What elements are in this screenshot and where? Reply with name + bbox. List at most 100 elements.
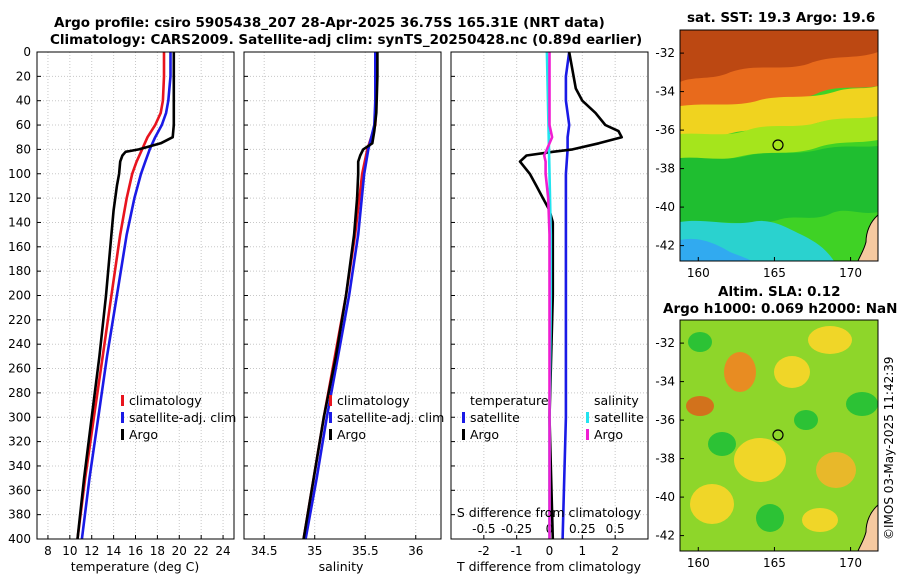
map-y-tick-label: -40 — [655, 490, 675, 504]
depth-tick-label: 20 — [16, 69, 31, 83]
depth-tick-label: 240 — [8, 337, 31, 351]
legend-sal-satellite-label: satellite-adj. clim — [337, 410, 444, 425]
depth-tick-label: 280 — [8, 386, 31, 400]
sla-anomaly-blob — [708, 432, 736, 456]
difference-panel-frame — [450, 51, 649, 540]
sla-anomaly-blob — [690, 484, 734, 524]
legend-s-satellite-label: satellite — [594, 410, 644, 425]
x-tick-label: 34.5 — [251, 544, 278, 558]
x-tick-label: 22 — [194, 544, 209, 558]
depth-tick-labels: 0 20 40 60 80 100 120 140 160 180 200 220 240 260 280 3… — [8, 45, 31, 546]
map-x-tick-label: 170 — [839, 556, 862, 570]
map-x-tick-label: 160 — [687, 556, 710, 570]
sla-map-frame — [679, 319, 879, 552]
sst-yellow-band — [680, 86, 878, 138]
x-tick-label: 8 — [44, 544, 52, 558]
sst-map-tick-labels: 160 165 170 -32 -34 -36 -38 -40 -42 — [655, 46, 862, 280]
x-tick-label: 20 — [172, 544, 187, 558]
sla-anomaly-blob — [846, 392, 878, 416]
difference-lines — [518, 51, 624, 540]
legend-sal-climatology-label: climatology — [337, 393, 410, 408]
sst-map-frame — [679, 29, 879, 262]
series-line-salinity-argo — [542, 52, 554, 539]
difference-tick-labels: -2 -1 0 1 2 — [478, 544, 619, 558]
x-tick-label: 2 — [611, 544, 619, 558]
x-tick-label: 35.5 — [352, 544, 379, 558]
sst-coldest-band — [680, 238, 752, 261]
x-tick-label: 18 — [150, 544, 165, 558]
sst-field — [680, 30, 878, 261]
sla-map-title-line1: Altim. SLA: 0.12 — [718, 284, 841, 300]
depth-tick-label: 320 — [8, 435, 31, 449]
map-y-tick-label: -36 — [655, 413, 675, 427]
map-y-tick-label: -34 — [655, 85, 675, 99]
temperature-legend: climatology satellite-adj. clim Argo — [121, 393, 236, 442]
temperature-axis-label: temperature (deg C) — [71, 559, 200, 574]
salinity-grid — [244, 51, 441, 540]
map-y-tick-label: -32 — [655, 336, 675, 350]
depth-tick-label: 180 — [8, 264, 31, 278]
series-line-argo — [76, 52, 176, 540]
map-y-tick-label: -40 — [655, 200, 675, 214]
map-y-tick-label: -42 — [655, 529, 675, 543]
main-title-line2: Climatology: CARS2009. Satellite-adj cli… — [50, 32, 643, 48]
sla-anomaly-blob — [686, 396, 714, 416]
difference-legend-salinity: salinity satellite Argo — [586, 393, 644, 442]
depth-tick-label: 120 — [8, 191, 31, 205]
legend-s-satellite-swatch — [586, 412, 589, 423]
depth-tick-label: 80 — [16, 142, 31, 156]
salinity-lines — [302, 52, 379, 540]
x-tick-label: -1 — [511, 544, 523, 558]
map-x-tick-label: 160 — [687, 266, 710, 280]
s-tick-label: 0.5 — [606, 522, 625, 536]
map-x-tick-label: 165 — [763, 556, 786, 570]
series-line-temperature-argo — [518, 51, 624, 540]
sla-map-tick-labels: 160 165 170 -32 -34 -36 -38 -40 -42 — [655, 336, 862, 570]
x-tick-label: 0 — [546, 544, 554, 558]
temperature-lines — [76, 52, 176, 540]
x-tick-label: 36 — [408, 544, 423, 558]
sla-map-title-line2: Argo h1000: 0.069 h2000: NaN — [663, 301, 898, 317]
depth-tick-label: 60 — [16, 118, 31, 132]
s-tick-label: 0.25 — [569, 522, 596, 536]
legend-sal-satellite-swatch — [329, 412, 332, 423]
temperature-tick-labels: 8 10 12 14 16 18 20 22 24 — [44, 544, 231, 558]
series-line-argo — [302, 52, 379, 540]
map-x-tick-label: 165 — [763, 266, 786, 280]
sst-hot-band — [680, 30, 878, 82]
depth-tick-label: 100 — [8, 167, 31, 181]
s-tick-label: -0.25 — [501, 522, 532, 536]
depth-tick-label: 0 — [23, 45, 31, 59]
x-tick-label: 16 — [128, 544, 143, 558]
x-tick-label: 24 — [215, 544, 230, 558]
sst-map: 160 165 170 -32 -34 -36 -38 -40 -42 — [655, 29, 879, 280]
legend-argo-label: Argo — [129, 427, 158, 442]
legend-sal-argo-label: Argo — [337, 427, 366, 442]
legend-sal-argo-swatch — [329, 429, 332, 440]
salinity-tick-labels: 34.5 35 35.5 36 — [251, 544, 424, 558]
depth-tick-label: 380 — [8, 508, 31, 522]
legend-satellite-label: satellite-adj. clim — [129, 410, 236, 425]
main-title-line1: Argo profile: csiro 5905438_207 28-Apr-2… — [54, 15, 605, 31]
sst-coastline — [857, 214, 878, 261]
depth-tick-label: 400 — [8, 532, 31, 546]
sla-argo-position-marker — [772, 429, 784, 441]
depth-tick-label: 200 — [8, 289, 31, 303]
sst-map-title: sat. SST: 19.3 Argo: 19.6 — [687, 10, 876, 26]
x-tick-label: 12 — [84, 544, 99, 558]
map-y-tick-label: -34 — [655, 375, 675, 389]
legend-t-argo-label: Argo — [470, 427, 499, 442]
sla-anomaly-blob — [794, 410, 818, 430]
sst-dark-green-band — [680, 146, 878, 224]
sla-anomaly-blob — [756, 504, 784, 532]
depth-tick-label: 140 — [8, 215, 31, 229]
sla-map: 160 165 170 -32 -34 -36 -38 -40 -42 — [655, 319, 879, 570]
depth-tick-label: 260 — [8, 362, 31, 376]
depth-tick-label: 40 — [16, 94, 31, 108]
depth-tick-label: 300 — [8, 410, 31, 424]
difference-panel: -2 -1 0 1 2 -0.5 -0.25 0 0.25 0.5 T difference f… — [450, 51, 649, 574]
legend-climatology-swatch — [121, 395, 124, 406]
x-tick-label: 10 — [62, 544, 77, 558]
legend-temperature-title: temperature — [470, 393, 549, 408]
sla-coastline — [857, 504, 878, 551]
